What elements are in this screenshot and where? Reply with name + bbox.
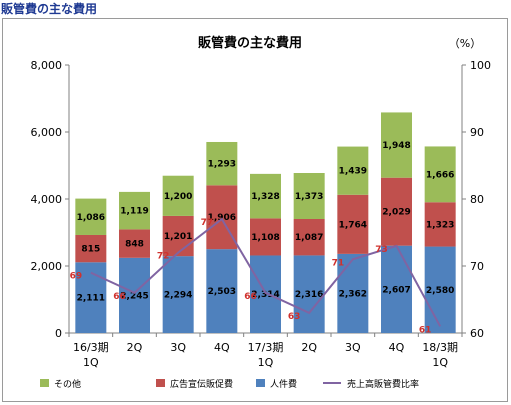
bar-value-label: 1,119 xyxy=(120,207,148,217)
bar-segment xyxy=(75,198,107,235)
bar-segment xyxy=(337,253,369,333)
bar-value-label: 2,245 xyxy=(120,291,148,301)
ratio-line xyxy=(90,217,442,327)
bar-segment xyxy=(293,173,325,219)
legend-label: その他 xyxy=(54,378,81,390)
chart-title: 販管費の主な費用 xyxy=(198,35,302,51)
bar-value-label: 1,293 xyxy=(208,160,236,170)
x-tick-label: 3Q xyxy=(170,341,186,354)
right-tick-label: 60 xyxy=(470,327,484,340)
left-tick-label: 2,000 xyxy=(31,260,63,273)
bar-segment xyxy=(337,194,369,254)
right-tick-label: 70 xyxy=(470,260,484,273)
bar-segment xyxy=(162,215,194,257)
x-tick-label: 17/3期 xyxy=(248,341,284,354)
x-tick-label: 4Q xyxy=(214,341,230,354)
x-tick-label: 2Q xyxy=(301,341,317,354)
bar-segment xyxy=(206,249,238,333)
bar-value-label: 1,948 xyxy=(382,141,410,151)
ratio-value-label: 61 xyxy=(419,325,432,335)
page-heading: 販管費の主な費用 xyxy=(1,2,98,16)
legend-label: 広告宣伝販促費 xyxy=(170,378,233,390)
bar-value-label: 2,607 xyxy=(382,285,410,295)
legend-swatch xyxy=(40,379,49,387)
bar-segment xyxy=(424,246,456,333)
bar-segment xyxy=(250,218,281,256)
ratio-value-label: 71 xyxy=(332,258,345,268)
right-tick-label: 100 xyxy=(470,59,491,72)
bar-segment xyxy=(119,257,150,333)
legend-label: 人件費 xyxy=(270,378,297,390)
bar-segment xyxy=(119,229,150,258)
bar-value-label: 1,439 xyxy=(339,167,367,177)
bar-value-label: 1,200 xyxy=(164,192,192,202)
bar-value-label: 815 xyxy=(81,245,100,255)
x-tick-label: 4Q xyxy=(389,341,405,354)
bar-value-label: 2,294 xyxy=(164,291,192,301)
bar-segment xyxy=(381,177,412,246)
bar-value-label: 1,086 xyxy=(77,213,105,223)
legend-swatch xyxy=(256,379,265,387)
bar-segment xyxy=(206,141,238,186)
left-tick-label: 4,000 xyxy=(31,193,63,206)
bar-segment xyxy=(381,245,412,333)
right-axis-unit: （%） xyxy=(449,37,481,50)
bar-segment xyxy=(250,255,281,333)
bar-value-label: 1,666 xyxy=(426,170,454,180)
bar-segment xyxy=(337,146,369,195)
bar-value-label: 1,328 xyxy=(251,192,279,202)
legend-swatch xyxy=(156,379,165,387)
ratio-value-label: 66 xyxy=(244,292,257,302)
bar-value-label: 1,373 xyxy=(295,192,323,202)
bar-segment xyxy=(293,218,325,256)
x-tick-label: 16/3期 xyxy=(73,341,109,354)
bar-segment xyxy=(162,175,194,216)
bar-value-label: 848 xyxy=(125,240,144,250)
bar-segment xyxy=(162,256,194,333)
x-tick-label: 1Q xyxy=(258,356,274,369)
left-tick-label: 6,000 xyxy=(31,126,63,139)
bar-segment xyxy=(206,185,238,250)
bar-value-label: 1,201 xyxy=(164,232,192,242)
bar-segment xyxy=(75,234,107,263)
x-tick-label: 1Q xyxy=(432,356,448,369)
bar-segment xyxy=(424,146,456,203)
x-tick-label: 3Q xyxy=(345,341,361,354)
bar-value-label: 1,087 xyxy=(295,233,323,243)
x-tick-label: 18/3期 xyxy=(422,341,458,354)
bar-value-label: 2,316 xyxy=(295,290,323,300)
ratio-value-label: 66 xyxy=(113,292,126,302)
x-tick-label: 2Q xyxy=(127,341,143,354)
ratio-value-label: 77 xyxy=(201,218,214,228)
bar-value-label: 2,314 xyxy=(251,290,279,300)
bar-segment xyxy=(250,173,281,219)
bar-value-label: 1,108 xyxy=(251,233,279,243)
right-tick-label: 90 xyxy=(470,126,484,139)
ratio-value-label: 72 xyxy=(157,252,170,262)
legend-label: 売上高販管費比率 xyxy=(347,378,419,390)
left-tick-label: 0 xyxy=(55,327,62,340)
bar-value-label: 2,029 xyxy=(382,208,410,218)
left-tick-label: 8,000 xyxy=(31,59,63,72)
right-tick-label: 80 xyxy=(470,193,484,206)
ratio-value-label: 73 xyxy=(375,245,388,255)
bar-value-label: 2,580 xyxy=(426,286,454,296)
bar-segment xyxy=(75,262,107,333)
bar-segment xyxy=(381,112,412,178)
bar-value-label: 1,764 xyxy=(339,220,367,230)
bar-value-label: 2,362 xyxy=(339,289,367,299)
bar-segment xyxy=(424,202,456,247)
bar-segment xyxy=(293,255,325,333)
x-tick-label: 1Q xyxy=(83,356,99,369)
ratio-value-label: 63 xyxy=(288,312,301,322)
ratio-value-label: 69 xyxy=(70,272,83,282)
bar-value-label: 1,323 xyxy=(426,220,454,230)
bar-segment xyxy=(119,191,150,230)
bar-value-label: 2,111 xyxy=(77,294,105,304)
bar-value-label: 2,503 xyxy=(208,287,236,297)
